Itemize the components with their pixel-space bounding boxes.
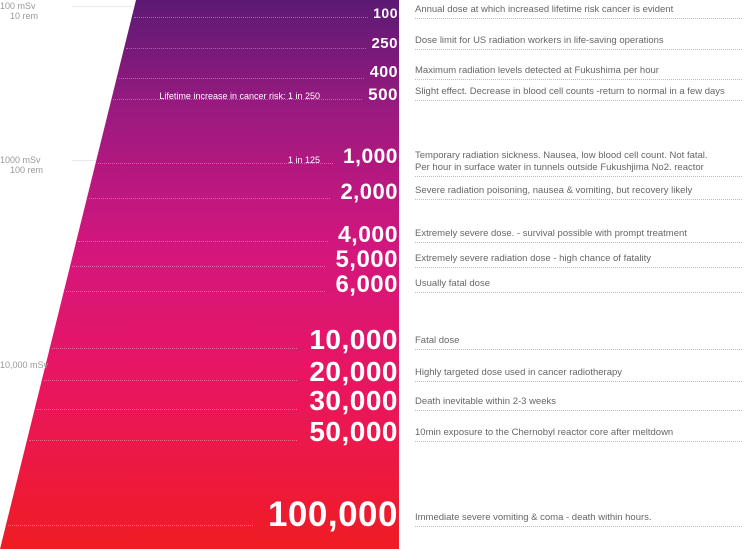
left-axis-label: 10,000 mSv xyxy=(0,360,70,370)
dose-value: 400 xyxy=(370,64,398,82)
inner-guideline xyxy=(78,241,327,242)
dose-value: 1,000 xyxy=(343,145,398,169)
dose-value: 100 xyxy=(373,5,398,21)
inner-guideline xyxy=(37,409,298,410)
dose-value: 10,000 xyxy=(309,324,398,356)
dose-description: Fatal dose xyxy=(415,335,742,350)
dose-description: Severe radiation poisoning, nausea & vom… xyxy=(415,185,742,200)
dose-description: Slight effect. Decrease in blood cell co… xyxy=(415,86,742,101)
inner-guideline xyxy=(29,440,297,441)
dose-value: 50,000 xyxy=(309,416,398,448)
dose-value: 500 xyxy=(368,85,398,105)
inner-guideline xyxy=(119,78,364,79)
dose-description: Immediate severe vomiting & coma - death… xyxy=(415,512,742,527)
dose-description: Dose limit for US radiation workers in l… xyxy=(415,35,742,50)
dose-value: 250 xyxy=(371,35,398,52)
dose-description: Temporary radiation sickness. Nausea, lo… xyxy=(415,150,742,177)
dose-description: Annual dose at which increased lifetime … xyxy=(415,4,742,19)
left-annotation: 1 in 125 xyxy=(60,155,320,165)
dose-value: 4,000 xyxy=(338,221,398,248)
dose-value: 6,000 xyxy=(335,271,398,299)
inner-guideline xyxy=(52,348,298,349)
dose-description: 10min exposure to the Chernobyl reactor … xyxy=(415,427,742,442)
dose-description: Extremely severe radiation dose - high c… xyxy=(415,253,742,268)
radiation-dose-chart: 100 Annual dose at which increased lifeti… xyxy=(0,0,750,549)
dose-value: 100,000 xyxy=(268,495,398,535)
left-axis-label: 100 mSv10 rem xyxy=(0,1,70,21)
axis-tick xyxy=(72,6,135,7)
left-annotation: Lifetime increase in cancer risk: 1 in 2… xyxy=(60,91,320,101)
dose-description: Usually fatal dose xyxy=(415,278,742,293)
dose-description: Extremely severe dose. - survival possib… xyxy=(415,228,742,243)
inner-guideline xyxy=(44,380,297,381)
dose-value: 5,000 xyxy=(335,246,398,274)
inner-guideline xyxy=(134,17,368,18)
dose-description: Highly targeted dose used in cancer radi… xyxy=(415,367,742,382)
inner-guideline xyxy=(72,266,325,267)
inner-guideline xyxy=(89,198,330,199)
dose-value: 20,000 xyxy=(309,356,398,388)
inner-guideline xyxy=(8,525,253,526)
dose-description: Maximum radiation levels detected at Fuk… xyxy=(415,65,742,80)
dose-description: Death inevitable within 2-3 weeks xyxy=(415,396,742,411)
dose-value: 2,000 xyxy=(340,179,398,205)
inner-guideline xyxy=(126,48,366,49)
inner-guideline xyxy=(66,291,325,292)
dose-value: 30,000 xyxy=(309,385,398,417)
